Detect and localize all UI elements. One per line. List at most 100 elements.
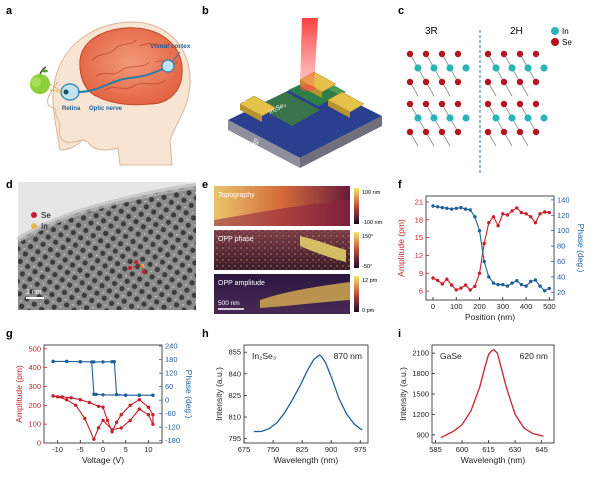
y-tick-label-left: 100 bbox=[28, 420, 41, 429]
panel-b-device: Si GaSe SiO2 In₂Se₃ bbox=[228, 18, 382, 168]
x-tick-label: 975 bbox=[354, 445, 367, 454]
x-tick-label: -10 bbox=[52, 445, 63, 454]
series-phase-point bbox=[101, 393, 105, 397]
series-amplitude-point bbox=[501, 212, 505, 216]
series-pl-line bbox=[440, 349, 544, 439]
series-phase-point bbox=[519, 282, 524, 287]
legend-se-dot bbox=[31, 212, 37, 218]
x-axis-label: Position (nm) bbox=[465, 312, 515, 322]
series-amplitude-point bbox=[128, 418, 132, 423]
sio2-label-sub: 2 bbox=[244, 98, 247, 104]
y-axis-label-left: Amplitude (pm) bbox=[14, 365, 24, 423]
series-phase-point bbox=[482, 259, 486, 264]
series-amplitude-point bbox=[431, 276, 435, 280]
x-tick-label: 300 bbox=[497, 302, 510, 311]
se-atom bbox=[532, 50, 540, 58]
series-amplitude-line bbox=[432, 207, 550, 291]
se-atom bbox=[516, 100, 524, 108]
panel-c-structures: 3R 2H In Se bbox=[406, 26, 572, 175]
se-atom bbox=[438, 128, 446, 136]
legend-se-label: Se bbox=[562, 38, 572, 47]
y-tick-label-right: 120 bbox=[165, 369, 178, 378]
se-atom bbox=[484, 78, 492, 86]
in-atom bbox=[540, 64, 548, 72]
series-amplitude-point bbox=[128, 403, 132, 407]
x-tick-label: 900 bbox=[325, 445, 338, 454]
y-tick-label-left: 6 bbox=[419, 287, 423, 296]
optic-nerve-label: Optic nerve bbox=[89, 106, 123, 112]
y-tick-label-left: 795 bbox=[228, 434, 241, 443]
series-amplitude-point bbox=[87, 400, 92, 405]
gold-electrodes bbox=[239, 71, 365, 122]
y-tick-label-right: 120 bbox=[557, 211, 570, 220]
x-tick-label: -5 bbox=[77, 445, 84, 454]
y-tick-label-left: 400 bbox=[28, 363, 41, 372]
y-tick-label-left: 1800 bbox=[412, 369, 429, 378]
in-atom bbox=[508, 64, 516, 72]
chart-i-title: GaSe bbox=[440, 351, 462, 361]
se-atom bbox=[422, 50, 430, 58]
panel-letter-d: d bbox=[6, 179, 13, 191]
series-phase-point bbox=[454, 206, 458, 210]
colorbar-topography-bottom: -100 nm bbox=[362, 220, 383, 226]
series-amplitude-point bbox=[69, 396, 73, 400]
in-atom bbox=[430, 64, 438, 72]
series-amplitude-point bbox=[543, 210, 547, 214]
y-tick-label-left: 1200 bbox=[412, 410, 429, 419]
series-amplitude-point bbox=[110, 428, 114, 432]
series-phase-point bbox=[112, 360, 117, 364]
y-tick-label-left: 1500 bbox=[412, 390, 429, 399]
series-amplitude-point bbox=[529, 215, 533, 219]
opp-amplitude-title: OPP amplitude bbox=[218, 280, 265, 287]
y-tick-label-right: 240 bbox=[165, 342, 178, 351]
y-axis-label-left: Intensity (a.u.) bbox=[214, 367, 224, 421]
sio2-label-base: SiO bbox=[232, 95, 244, 102]
gaze-ray-2 bbox=[49, 89, 63, 93]
y-tick-label-right: 60 bbox=[557, 257, 565, 266]
series-amplitude-point bbox=[114, 420, 119, 424]
series-amplitude-point bbox=[435, 278, 440, 283]
y-tick-label-left: 0 bbox=[37, 439, 41, 448]
panel-letter-f: f bbox=[398, 179, 402, 191]
series-amplitude-point bbox=[477, 271, 482, 275]
series-amplitude-point bbox=[119, 426, 123, 430]
optic-pathway bbox=[77, 65, 171, 93]
y-tick-label-right: -120 bbox=[165, 423, 180, 432]
series-amplitude-point bbox=[55, 395, 60, 399]
series-amplitude-point bbox=[487, 221, 491, 225]
scalebar-d-label: 1 nm bbox=[26, 289, 42, 296]
chart-h-frame bbox=[243, 344, 369, 444]
panel-letter-e: e bbox=[202, 179, 208, 191]
x-tick-label: 675 bbox=[238, 445, 251, 454]
y-tick-label-right: 180 bbox=[165, 355, 178, 364]
se-atom bbox=[454, 50, 462, 58]
legend-in-label: In bbox=[562, 27, 569, 36]
si-label: Si bbox=[251, 138, 260, 147]
legend-c: In Se bbox=[551, 27, 572, 47]
se-atom bbox=[454, 128, 462, 136]
series-phase-point bbox=[151, 393, 155, 397]
series-amplitude-point bbox=[83, 416, 87, 421]
legend-se-text: Se bbox=[41, 211, 51, 220]
chart-h-annotation: 870 nm bbox=[334, 351, 362, 361]
panel-letter-b: b bbox=[202, 5, 209, 17]
in-atom bbox=[446, 64, 454, 72]
series-amplitude-point bbox=[449, 283, 454, 287]
x-axis-label: Wavelength (nm) bbox=[274, 455, 339, 465]
panel-a-illustration: Visual cortex Retina Optic nerve bbox=[30, 21, 191, 166]
topography-feature bbox=[214, 200, 350, 226]
colorbar-topography bbox=[354, 188, 359, 224]
se-atom bbox=[454, 78, 462, 86]
visual-cortex-marker bbox=[161, 59, 175, 73]
y-tick-label-left: 500 bbox=[28, 344, 41, 353]
series-amplitude-point bbox=[519, 210, 524, 215]
series-phase-point bbox=[124, 393, 128, 397]
series-phase-point bbox=[468, 208, 472, 212]
series-amplitude-point bbox=[74, 403, 78, 407]
series-amplitude-point bbox=[454, 288, 458, 292]
pupil bbox=[63, 89, 69, 95]
series-phase-point bbox=[524, 284, 528, 288]
in-atom bbox=[492, 114, 500, 122]
